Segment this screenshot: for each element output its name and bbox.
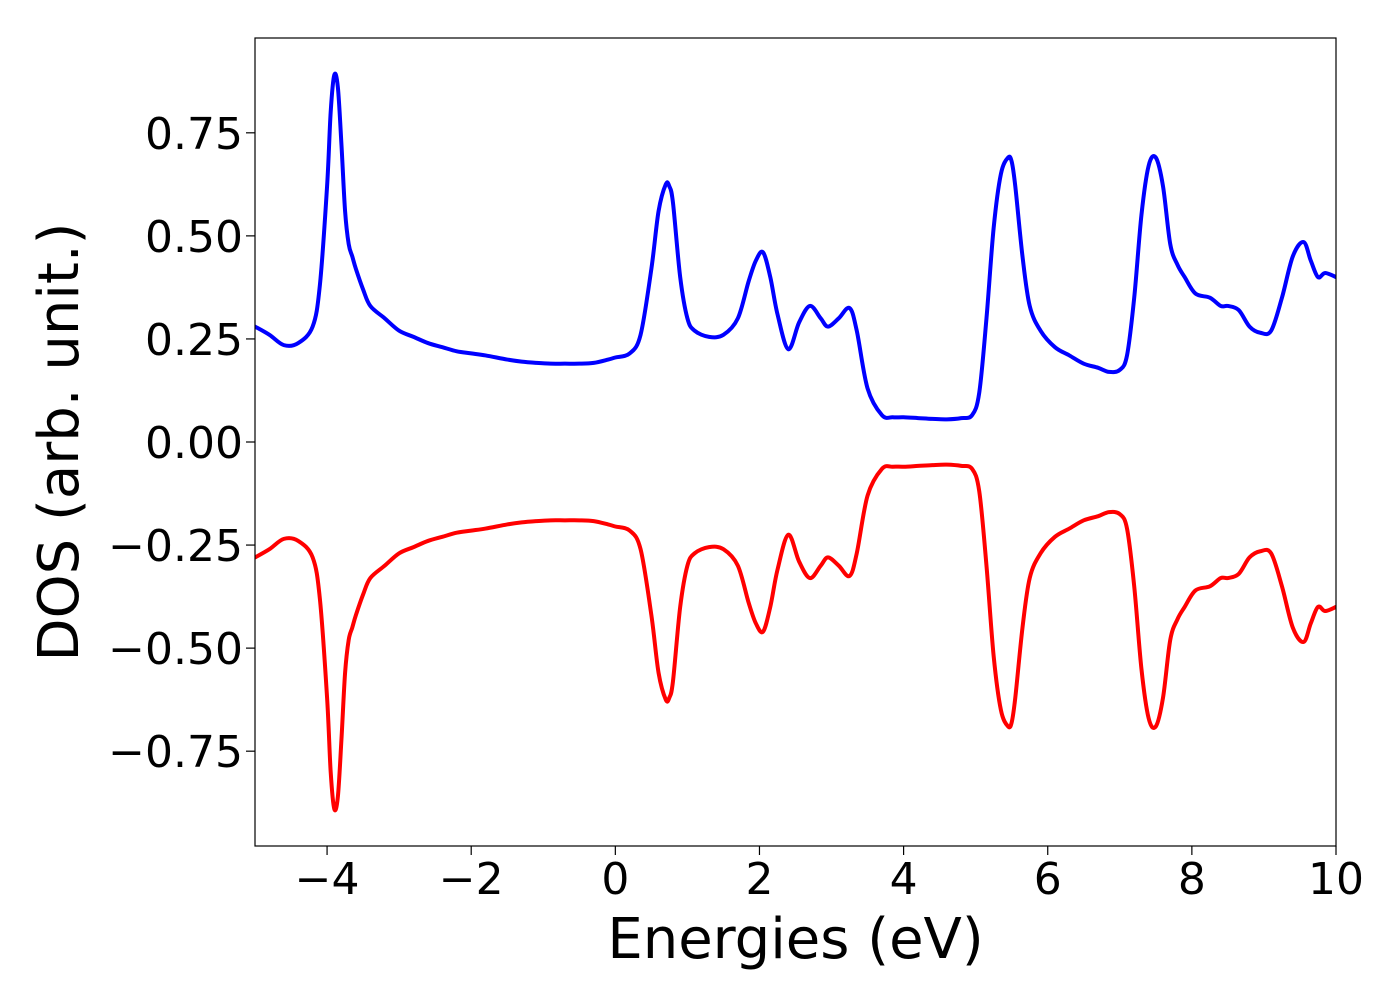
y-tick-label: 0.25 [145, 315, 243, 366]
x-tick-label: 0 [601, 854, 629, 905]
x-tick-label: 10 [1308, 854, 1364, 905]
series-layer [255, 71, 1336, 813]
x-tick-label: 8 [1178, 854, 1206, 905]
x-tick-label: 6 [1034, 854, 1062, 905]
x-tick-label: −4 [295, 854, 360, 905]
series-line-spin-up [255, 71, 1336, 422]
y-axis-ticks: 0.75 0.50 0.25 0.00 −0.25 −0.50 −0.75 [108, 109, 255, 778]
y-tick-label: 0.75 [145, 109, 243, 160]
x-axis-label: Energies (eV) [607, 907, 983, 972]
x-tick-label: 2 [745, 854, 773, 905]
y-axis-label: DOS (arb. unit.) [27, 222, 92, 661]
y-tick-label: −0.50 [108, 624, 243, 675]
plot-frame [254, 37, 1337, 847]
y-tick-label: −0.75 [108, 727, 243, 778]
x-tick-label: −2 [439, 854, 504, 905]
y-tick-label: 0.00 [145, 418, 243, 469]
y-tick-label: −0.25 [108, 521, 243, 572]
x-axis-ticks: −4 −2 0 2 4 6 8 10 [295, 846, 1364, 905]
x-tick-label: 4 [890, 854, 918, 905]
series-line-spin-down [255, 462, 1336, 813]
y-tick-label: 0.50 [145, 212, 243, 263]
